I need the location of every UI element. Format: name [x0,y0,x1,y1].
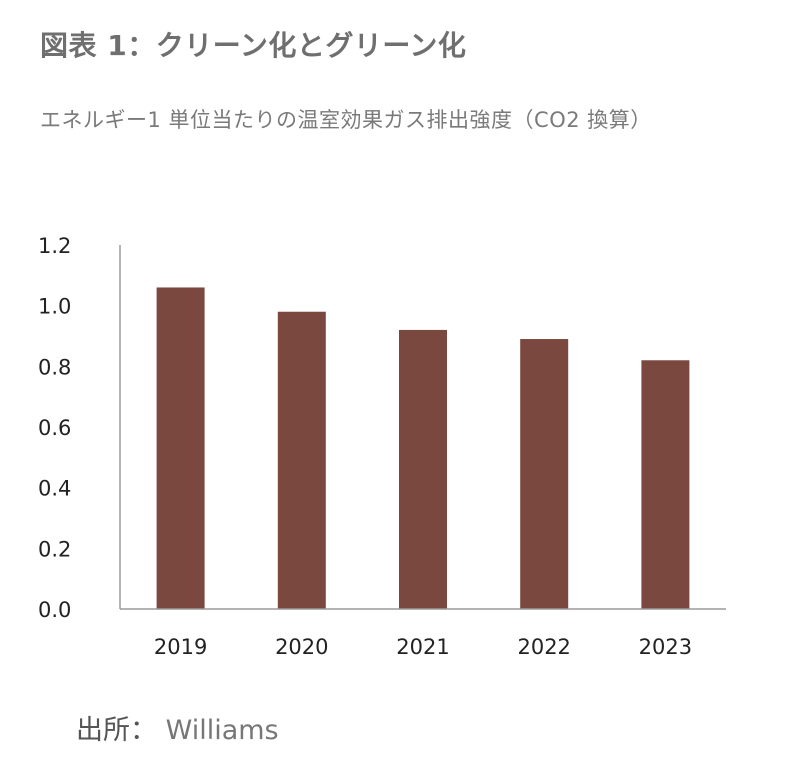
y-tick-label: 0.4 [38,477,71,501]
x-tick-label: 2020 [275,635,328,659]
y-tick-label: 0.8 [38,355,71,379]
bar-2021 [399,329,447,609]
chart-figure-title: 図表 1：クリーン化とグリーン化 [40,29,467,62]
source-label: 出所： [76,715,157,746]
source-name: Williams [165,715,279,746]
bars [156,287,690,609]
bar-2022 [520,339,569,609]
bar-2019 [156,287,205,609]
x-tick-label: 2023 [639,635,692,659]
bar-2023 [641,360,690,609]
x-tick-label: 2021 [396,635,449,659]
x-tick-label: 2019 [154,635,207,659]
x-axis-ticks: 2019 2020 2021 2022 2023 [154,635,692,659]
source-note: 出所： Williams [76,708,279,747]
y-tick-label: 0.6 [38,416,71,440]
y-tick-label: 0.2 [38,537,71,561]
y-tick-label: 1.0 [38,295,71,319]
x-tick-label: 2022 [517,635,570,659]
bar-chart: 0.00.20.40.60.81.01.2 2019 2020 2021 2022 20… [38,234,726,659]
y-axis-ticks: 0.0 0.2 0.4 0.6 0.8 1.0 1.2 [38,234,71,622]
y-tick-label: 0.0 [38,598,71,622]
y-tick-label: 1.2 [38,234,71,258]
bar-2020 [277,311,326,609]
chart-subtitle: エネルギー1 単位当たりの温室効果ガス排出強度（CO2 換算） [40,108,652,132]
